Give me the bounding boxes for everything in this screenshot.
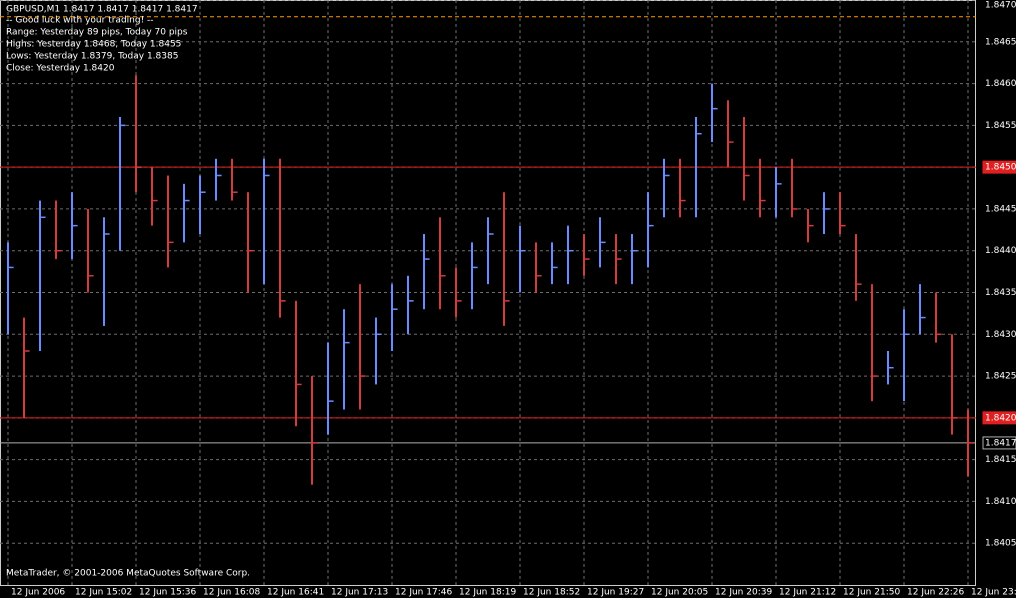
level-label: 1.8450: [985, 163, 1016, 173]
level-label-box: [982, 411, 1016, 425]
y-tick-label: 1.8455: [985, 121, 1016, 131]
y-tick-label: 1.8435: [985, 288, 1016, 298]
marks: [0, 16, 976, 485]
level-label: 1.8417: [985, 438, 1016, 448]
level-label-box: [982, 160, 1016, 174]
level-label: 1.8420: [985, 413, 1016, 423]
x-tick-label: 12 Jun 21:50: [843, 588, 900, 598]
x-tick-label: 12 Jun 17:13: [331, 588, 388, 598]
y-tick-label: 1.8425: [985, 372, 1016, 382]
x-tick-label: 12 Jun 23:05: [971, 588, 1016, 598]
x-tick-label: 12 Jun 18:19: [459, 588, 516, 598]
x-tick-label: 12 Jun 16:08: [203, 588, 260, 598]
y-tick-label: 1.8410: [985, 497, 1016, 507]
info-line: Range: Yesterday 89 pips, Today 70 pips: [6, 28, 188, 38]
x-tick-label: 12 Jun 2006: [11, 588, 65, 598]
x-tick-label: 12 Jun 21:12: [779, 588, 836, 598]
x-tick-label: 12 Jun 22:26: [907, 588, 964, 598]
x-tick-label: 12 Jun 20:05: [651, 588, 708, 598]
y-tick-label: 1.8415: [985, 455, 1016, 465]
y-tick-label: 1.8470: [985, 1, 1016, 11]
info-line: Highs: Yesterday 1.8468, Today 1.8455: [6, 40, 181, 50]
y-tick-label: 1.8405: [985, 539, 1016, 549]
x-tick-label: 12 Jun 17:46: [395, 588, 452, 598]
info-line: -- Good luck with your trading! --: [6, 16, 154, 26]
x-tick-label: 12 Jun 15:02: [75, 588, 132, 598]
y-tick-label: 1.8445: [985, 204, 1016, 214]
y-tick-label: 1.8465: [985, 37, 1016, 47]
x-tick-label: 12 Jun 18:52: [523, 588, 580, 598]
x-tick-label: 12 Jun 19:27: [587, 588, 644, 598]
y-tick-label: 1.8460: [985, 79, 1016, 89]
y-tick-label: 1.8430: [985, 330, 1016, 340]
level-label-box: [982, 436, 1016, 450]
symbol-line: GBPUSD,M1 1.8417 1.8417 1.8417 1.8417: [6, 5, 198, 15]
footer: MetaTrader, © 2001-2006 MetaQuotes Softw…: [6, 569, 250, 579]
x-tick-label: 12 Jun 20:39: [715, 588, 772, 598]
info-line: Close: Yesterday 1.8420: [6, 64, 115, 74]
y-tick-label: 1.8440: [985, 246, 1016, 256]
x-tick-label: 12 Jun 16:41: [267, 588, 324, 598]
info-line: Lows: Yesterday 1.8379, Today 1.8385: [6, 52, 178, 62]
x-tick-label: 12 Jun 15:36: [139, 588, 196, 598]
